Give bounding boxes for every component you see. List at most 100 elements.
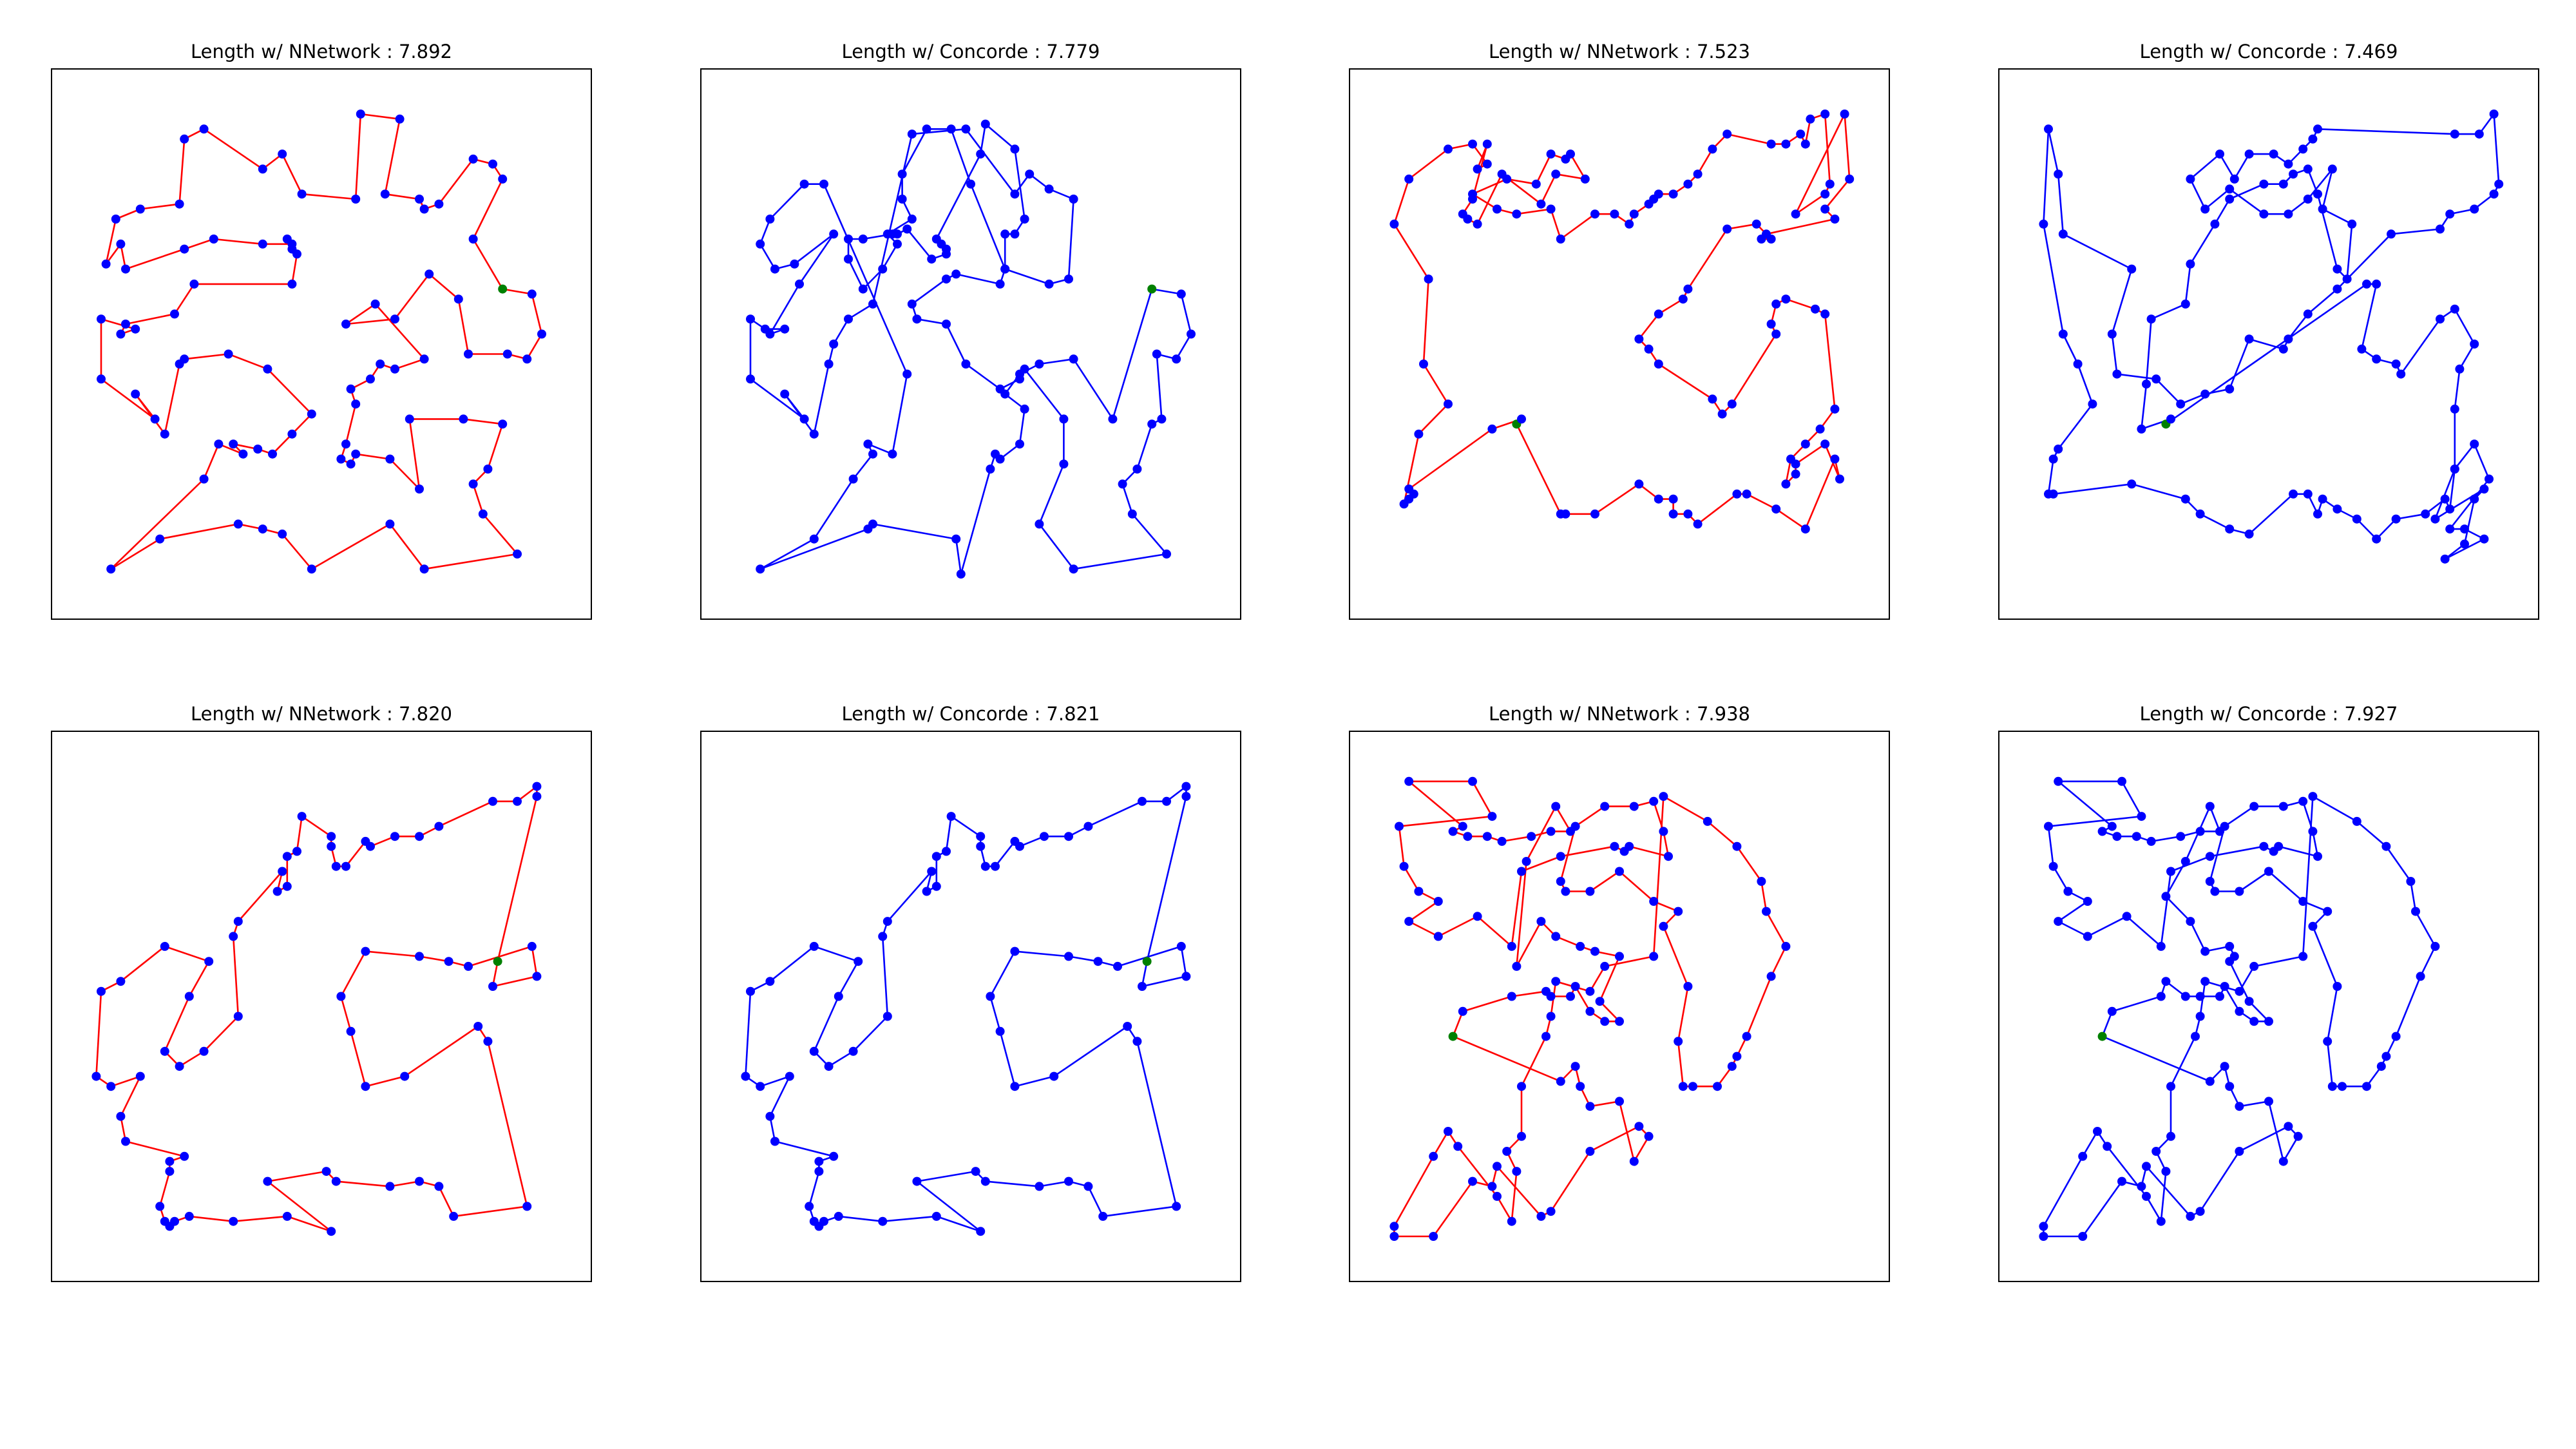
city-point <box>1659 792 1668 801</box>
tour-edge <box>2145 319 2152 385</box>
city-point <box>2269 149 2278 159</box>
city-point <box>765 215 775 224</box>
city-point <box>2156 1216 2166 1226</box>
tour-edge <box>935 153 982 240</box>
tour-edge <box>438 800 493 827</box>
city-point <box>91 1071 101 1081</box>
city-point <box>809 941 819 951</box>
city-point <box>1463 215 1473 224</box>
city-point <box>370 299 380 309</box>
tour-edge <box>2385 845 2412 882</box>
tour-edge <box>2165 283 2367 425</box>
city-point <box>2470 340 2479 349</box>
chart-panel-5: Length w/ NNetwork : 7.820 <box>51 702 592 1282</box>
tour-edge <box>237 870 283 922</box>
city-point <box>1035 519 1044 529</box>
city-point <box>2195 827 2205 836</box>
city-point <box>1546 149 1556 159</box>
city-point <box>1708 144 1717 154</box>
city-point <box>848 474 858 484</box>
city-point <box>341 439 350 449</box>
tour-edge <box>1053 1025 1128 1077</box>
tour-edge <box>340 950 367 997</box>
city-point <box>233 917 243 926</box>
tour-edge <box>2214 198 2231 225</box>
chart-title: Length w/ NNetwork : 7.820 <box>191 703 452 725</box>
tour-edge <box>1038 463 1065 524</box>
city-points <box>746 119 1196 579</box>
city-point <box>1800 524 1810 534</box>
tour-edge <box>1663 795 1708 823</box>
tour-edge <box>916 1180 982 1233</box>
chart-panel-6: Length w/ Concorde : 7.821 <box>700 702 1241 1282</box>
city-point <box>1615 952 1624 961</box>
tour-edge <box>2229 183 2264 200</box>
city-point <box>897 195 907 204</box>
chart-panel-1: Length w/ NNetwork : 7.892 <box>51 40 592 620</box>
chart-panel-2: Length w/ Concorde : 7.779 <box>700 40 1241 620</box>
city-point <box>1766 235 1776 244</box>
city-point <box>1556 852 1565 861</box>
city-point <box>116 977 126 986</box>
city-point <box>1502 1147 1512 1156</box>
city-point <box>1771 299 1781 309</box>
city-point <box>893 229 902 239</box>
city-point <box>2313 124 2322 134</box>
city-point <box>199 1046 209 1056</box>
tour-edge <box>2209 845 2264 858</box>
tour-edge <box>487 423 504 470</box>
city-point <box>1389 219 1399 229</box>
city-point <box>2078 1232 2088 1241</box>
tour-edge <box>2151 303 2186 320</box>
tour-edge <box>2454 309 2476 345</box>
city-point <box>1757 877 1766 886</box>
city-point <box>1546 1012 1556 1021</box>
city-point <box>868 449 877 459</box>
city-point <box>799 414 809 424</box>
tour-edge <box>203 1015 239 1052</box>
tour-edge <box>2228 338 2250 390</box>
tour-edge <box>1103 1205 1177 1218</box>
tour-edge <box>110 1075 141 1088</box>
tour-edge <box>2322 208 2352 225</box>
city-point <box>2470 439 2479 449</box>
city-point <box>1781 294 1791 304</box>
city-point <box>2293 1131 2303 1141</box>
tour-edge <box>2229 188 2265 215</box>
tour-edge <box>2151 835 2181 843</box>
city-point <box>2103 1142 2112 1151</box>
city-point <box>1064 274 1073 284</box>
city-point <box>951 534 961 544</box>
city-point <box>2156 992 2166 1001</box>
city-point <box>121 1137 130 1146</box>
city-point <box>2244 149 2254 159</box>
city-point <box>2391 514 2401 524</box>
tour-edge <box>384 119 401 195</box>
city-point <box>883 1012 892 1021</box>
city-point <box>331 1176 341 1186</box>
city-point <box>1840 110 1849 119</box>
city-points <box>91 782 542 1236</box>
tour-edge <box>1619 870 1655 902</box>
city-point <box>2225 195 2235 204</box>
city-point <box>1551 932 1561 941</box>
city-point <box>532 792 542 801</box>
city-point <box>1800 139 1810 149</box>
city-point <box>995 1026 1005 1036</box>
city-point <box>1493 1162 1502 1171</box>
city-point <box>155 1202 165 1211</box>
city-point <box>1820 439 1830 449</box>
city-point <box>2352 816 2361 826</box>
tour-edge <box>1433 1180 1474 1237</box>
tour-edge <box>228 353 268 370</box>
plot-area <box>51 68 592 620</box>
tour-edge <box>360 113 400 120</box>
tour-edge <box>1408 428 1493 490</box>
city-point <box>1683 284 1693 294</box>
city-point <box>2436 224 2445 234</box>
tour-edge <box>759 538 815 570</box>
tour-edge <box>852 453 874 480</box>
city-point <box>1615 1097 1624 1106</box>
tour-edge <box>2224 986 2240 1012</box>
city-point <box>2073 360 2083 369</box>
